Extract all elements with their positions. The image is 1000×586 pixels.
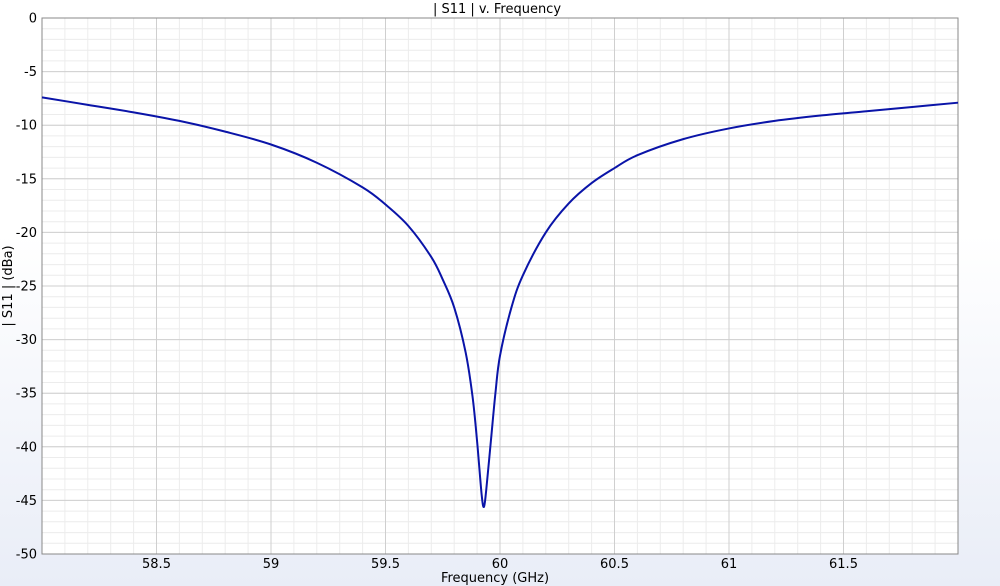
y-tick-label: 0 xyxy=(29,12,37,27)
y-tick-label: -10 xyxy=(16,119,37,134)
x-tick-labels: 58.5 59 59.5 60 60.5 61 61.5 xyxy=(142,557,858,572)
y-tick-label: -50 xyxy=(16,548,37,563)
y-tick-labels: 0 -5 -10 -15 -20 -25 -30 -35 -40 -45 -50 xyxy=(16,12,37,563)
x-tick-label: 59.5 xyxy=(371,557,400,572)
x-tick-label: 60.5 xyxy=(600,557,629,572)
chart-title: | S11 | v. Frequency xyxy=(433,2,561,17)
x-tick-label: 59 xyxy=(263,557,280,572)
x-tick-label: 58.5 xyxy=(142,557,171,572)
x-tick-label: 61 xyxy=(721,557,738,572)
y-axis-title: | S11 | (dBa) xyxy=(1,245,16,326)
y-tick-label: -20 xyxy=(16,226,37,241)
y-tick-label: -25 xyxy=(16,280,37,295)
y-tick-label: -40 xyxy=(16,440,37,455)
x-axis-title: Frequency (GHz) xyxy=(441,571,549,586)
y-tick-label: -15 xyxy=(16,172,37,187)
plot-frame xyxy=(41,17,959,555)
y-tick-label: -35 xyxy=(16,387,37,402)
x-tick-label: 61.5 xyxy=(829,557,858,572)
y-tick-label: -45 xyxy=(16,494,37,509)
y-tick-label: -30 xyxy=(16,333,37,348)
x-tick-label: 60 xyxy=(492,557,509,572)
s11-series-line xyxy=(41,96,959,509)
series-layer xyxy=(41,96,959,509)
y-tick-label: -5 xyxy=(24,65,37,80)
